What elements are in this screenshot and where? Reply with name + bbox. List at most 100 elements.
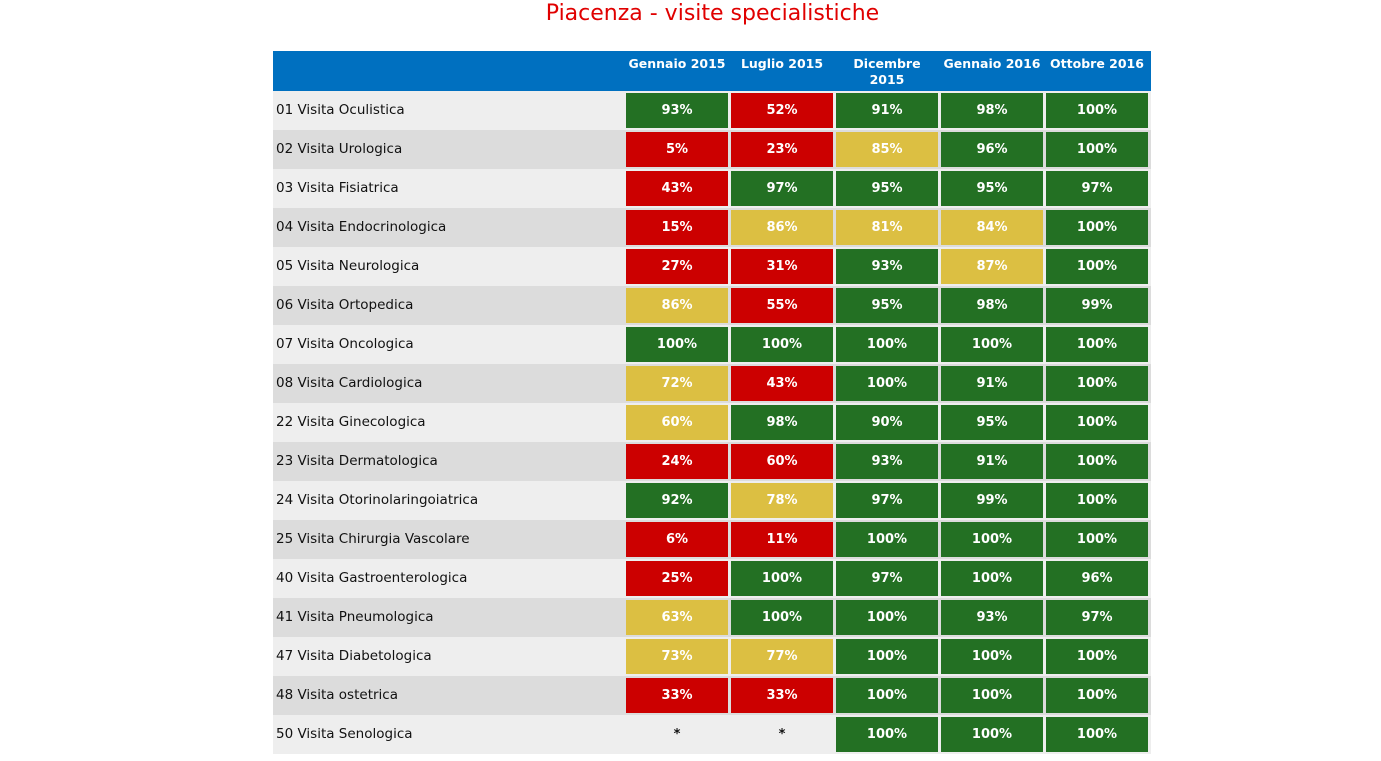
row-label: 04 Visita Endocrinologica (276, 219, 447, 235)
value-cell: 100% (836, 327, 938, 362)
table-row: 47 Visita Diabetologica 73% 77% 100% 100% 100… (273, 637, 1151, 676)
value-cell: 100% (1046, 717, 1148, 752)
value-cell: 27% (626, 249, 728, 284)
table-row: 41 Visita Pneumologica 63% 100% 100% 93% 97% (273, 598, 1151, 637)
value-cell: 6% (626, 522, 728, 557)
value-cell: 23% (731, 132, 833, 167)
value-cell: 25% (626, 561, 728, 596)
status-table: Gennaio 2015 Luglio 2015 Dicembre 2015 Genn… (273, 51, 1151, 754)
column-header: Ottobre 2016 (1050, 56, 1144, 71)
table-row: 23 Visita Dermatologica 24% 60% 93% 91% 100% (273, 442, 1151, 481)
chart-title: Piacenza - visite specialistiche (545, 1, 880, 26)
table-row: 40 Visita Gastroenterologica 25% 100% 97% 10… (273, 559, 1151, 598)
row-label: 22 Visita Ginecologica (276, 414, 426, 430)
value-cell: 100% (1046, 483, 1148, 518)
value-cell: 72% (626, 366, 728, 401)
value-cell: 91% (941, 366, 1043, 401)
value-cell: 100% (836, 600, 938, 635)
value-cell: 100% (941, 717, 1043, 752)
value-cell: 100% (941, 639, 1043, 674)
value-cell: 100% (941, 522, 1043, 557)
value-cell: 100% (836, 678, 938, 713)
value-cell: 93% (626, 93, 728, 128)
row-label: 50 Visita Senologica (276, 726, 413, 742)
table-row: 04 Visita Endocrinologica 15% 86% 81% 84% 100… (273, 208, 1151, 247)
table-header: Gennaio 2015 Luglio 2015 Dicembre 2015 Genn… (273, 51, 1151, 91)
table-row: 01 Visita Oculistica 93% 52% 91% 98% 100% (273, 91, 1151, 130)
value-cell: 92% (626, 483, 728, 518)
value-cell: 85% (836, 132, 938, 167)
table-row: 07 Visita Oncologica 100% 100% 100% 100% 100% (273, 325, 1151, 364)
value-cell: 60% (731, 444, 833, 479)
value-cell: 100% (731, 600, 833, 635)
value-cell: 100% (1046, 678, 1148, 713)
row-label: 23 Visita Dermatologica (276, 453, 438, 469)
value-cell: 99% (1046, 288, 1148, 323)
row-label: 24 Visita Otorinolaringoiatrica (276, 492, 479, 508)
value-cell: 100% (941, 678, 1043, 713)
value-cell: 78% (731, 483, 833, 518)
table-row: 08 Visita Cardiologica 72% 43% 100% 91% 100% (273, 364, 1151, 403)
row-label: 48 Visita ostetrica (276, 687, 398, 703)
value-cell: 100% (1046, 366, 1148, 401)
value-cell: * (778, 727, 786, 742)
value-cell: 99% (941, 483, 1043, 518)
value-cell: 43% (626, 171, 728, 206)
value-cell: 97% (731, 171, 833, 206)
value-cell: 100% (1046, 249, 1148, 284)
value-cell: 100% (836, 717, 938, 752)
value-cell: 98% (941, 93, 1043, 128)
value-cell: 55% (731, 288, 833, 323)
value-cell: 96% (1046, 561, 1148, 596)
value-cell: 87% (941, 249, 1043, 284)
value-cell: 81% (836, 210, 938, 245)
value-cell: 95% (836, 288, 938, 323)
value-cell: 60% (626, 405, 728, 440)
table-row: 03 Visita Fisiatrica 43% 97% 95% 95% 97% (273, 169, 1151, 208)
value-cell: 100% (731, 327, 833, 362)
value-cell: 100% (1046, 405, 1148, 440)
column-header: Gennaio 2015 (628, 56, 726, 71)
value-cell: 77% (731, 639, 833, 674)
value-cell: 93% (941, 600, 1043, 635)
value-cell: 100% (941, 327, 1043, 362)
value-cell: 97% (1046, 600, 1148, 635)
value-cell: 33% (731, 678, 833, 713)
value-cell: 100% (731, 561, 833, 596)
value-cell: 97% (836, 483, 938, 518)
value-cell: 93% (836, 249, 938, 284)
row-label: 03 Visita Fisiatrica (276, 180, 399, 196)
value-cell: 95% (941, 171, 1043, 206)
row-label: 05 Visita Neurologica (276, 258, 420, 274)
value-cell: 98% (941, 288, 1043, 323)
value-cell: * (673, 727, 681, 742)
table-row: 02 Visita Urologica 5% 23% 85% 96% 100% (273, 130, 1151, 169)
value-cell: 15% (626, 210, 728, 245)
value-cell: 100% (1046, 132, 1148, 167)
row-label: 41 Visita Pneumologica (276, 609, 434, 625)
value-cell: 100% (1046, 444, 1148, 479)
value-cell: 33% (626, 678, 728, 713)
table-row: 50 Visita Senologica * * 100% 100% 100% (273, 715, 1151, 754)
value-cell: 73% (626, 639, 728, 674)
table-row: 06 Visita Ortopedica 86% 55% 95% 98% 99% (273, 286, 1151, 325)
row-label: 47 Visita Diabetologica (276, 648, 432, 664)
value-cell: 24% (626, 444, 728, 479)
value-cell: 100% (1046, 639, 1148, 674)
value-cell: 52% (731, 93, 833, 128)
table-row: 25 Visita Chirurgia Vascolare 6% 11% 100% 10… (273, 520, 1151, 559)
column-header: Dicembre 2015 (853, 56, 921, 87)
row-label: 01 Visita Oculistica (276, 102, 405, 118)
value-cell: 5% (626, 132, 728, 167)
value-cell: 97% (1046, 171, 1148, 206)
value-cell: 100% (626, 327, 728, 362)
table-row: 05 Visita Neurologica 27% 31% 93% 87% 100% (273, 247, 1151, 286)
value-cell: 96% (941, 132, 1043, 167)
row-label: 08 Visita Cardiologica (276, 375, 423, 391)
value-cell: 43% (731, 366, 833, 401)
value-cell: 11% (731, 522, 833, 557)
value-cell: 31% (731, 249, 833, 284)
value-cell: 95% (836, 171, 938, 206)
value-cell: 97% (836, 561, 938, 596)
value-cell: 91% (836, 93, 938, 128)
